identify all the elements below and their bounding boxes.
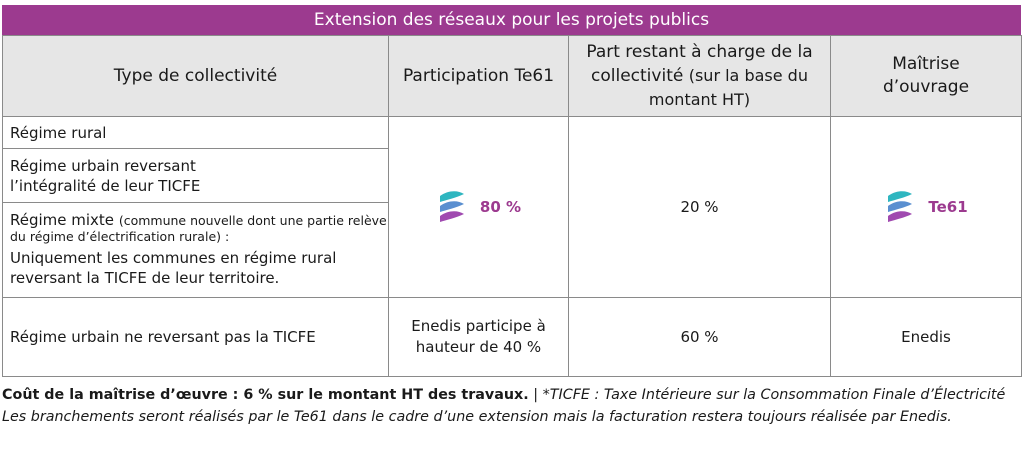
table-banner-title: Extension des réseaux pour les projets p… xyxy=(2,5,1021,35)
table-header-row: Type de collectivité Participation Te61 … xyxy=(2,35,1022,117)
header-type-collectivite: Type de collectivité xyxy=(2,35,389,117)
participation-value: 80 % xyxy=(479,198,522,216)
row-regime-urbain-non-reversant: Régime urbain ne reversant pas la TICFE xyxy=(2,297,389,377)
row4-restant: 60 % xyxy=(568,297,831,377)
footer-line-1: Coût de la maîtrise d’œuvre : 6 % sur le… xyxy=(2,384,1022,406)
group-maitrise-cell: Te61 xyxy=(830,116,1022,298)
header-part-restant-label: Part restant à charge de la collectivité xyxy=(586,41,813,86)
table-row: Régime rural 80 % 20 % Te61 xyxy=(2,116,1022,298)
row-regime-mixte-bold: Régime mixte xyxy=(10,211,115,229)
header-participation-label: Participation Te61 xyxy=(402,65,555,86)
header-part-restant-sub: (sur la base du montant HT) xyxy=(648,65,808,109)
footer-notes: Coût de la maîtrise d’œuvre : 6 % sur le… xyxy=(2,384,1022,428)
row-regime-mixte-note: (commune nouvelle dont une partie relève… xyxy=(10,213,387,244)
header-participation: Participation Te61 xyxy=(388,35,569,117)
footer-ticfe-definition: *TICFE : Taxe Intérieure sur la Consomma… xyxy=(542,387,1006,403)
table-row: Régime urbain reversant l’intégralité de… xyxy=(2,148,1022,203)
row-regime-urbain-reversant-label: Régime urbain reversant l’intégralité de… xyxy=(10,156,201,195)
group-participation-cell: 80 % xyxy=(388,116,569,298)
table-row: Régime urbain ne reversant pas la TICFE … xyxy=(2,297,1022,377)
table-row: Régime mixte (commune nouvelle dont une … xyxy=(2,202,1022,298)
networks-extension-table: Type de collectivité Participation Te61 … xyxy=(2,35,1022,377)
te61-logo-icon xyxy=(439,191,464,222)
row-regime-mixte: Régime mixte (commune nouvelle dont une … xyxy=(2,202,389,298)
header-type-label: Type de collectivité xyxy=(113,65,278,86)
maitrise-value: Te61 xyxy=(928,198,968,216)
restant-value: 20 % xyxy=(680,198,719,216)
header-part-restant: Part restant à charge de la collectivité… xyxy=(568,35,831,117)
row4-maitrise: Enedis xyxy=(830,297,1022,377)
header-maitrise-ouvrage: Maîtrise d’ouvrage xyxy=(830,35,1022,117)
te61-logo-icon xyxy=(888,191,913,222)
row-regime-urbain-reversant: Régime urbain reversant l’intégralité de… xyxy=(2,148,389,203)
group-restant-cell: 20 % xyxy=(568,116,831,298)
row4-participation-text: Enedis participe à hauteur de 40 % xyxy=(411,317,546,356)
footer-cost-note: Coût de la maîtrise d’œuvre : 6 % sur le… xyxy=(2,387,529,403)
row4-participation: Enedis participe à hauteur de 40 % xyxy=(388,297,569,377)
footer-separator: | xyxy=(528,387,543,403)
header-maitrise-label: Maîtrise d’ouvrage xyxy=(882,54,970,97)
row-regime-rural: Régime rural xyxy=(2,116,389,149)
footer-line-2: Les branchements seront réalisés par le … xyxy=(2,409,952,425)
row-regime-mixte-tail: Uniquement les communes en régime rural … xyxy=(10,249,337,287)
